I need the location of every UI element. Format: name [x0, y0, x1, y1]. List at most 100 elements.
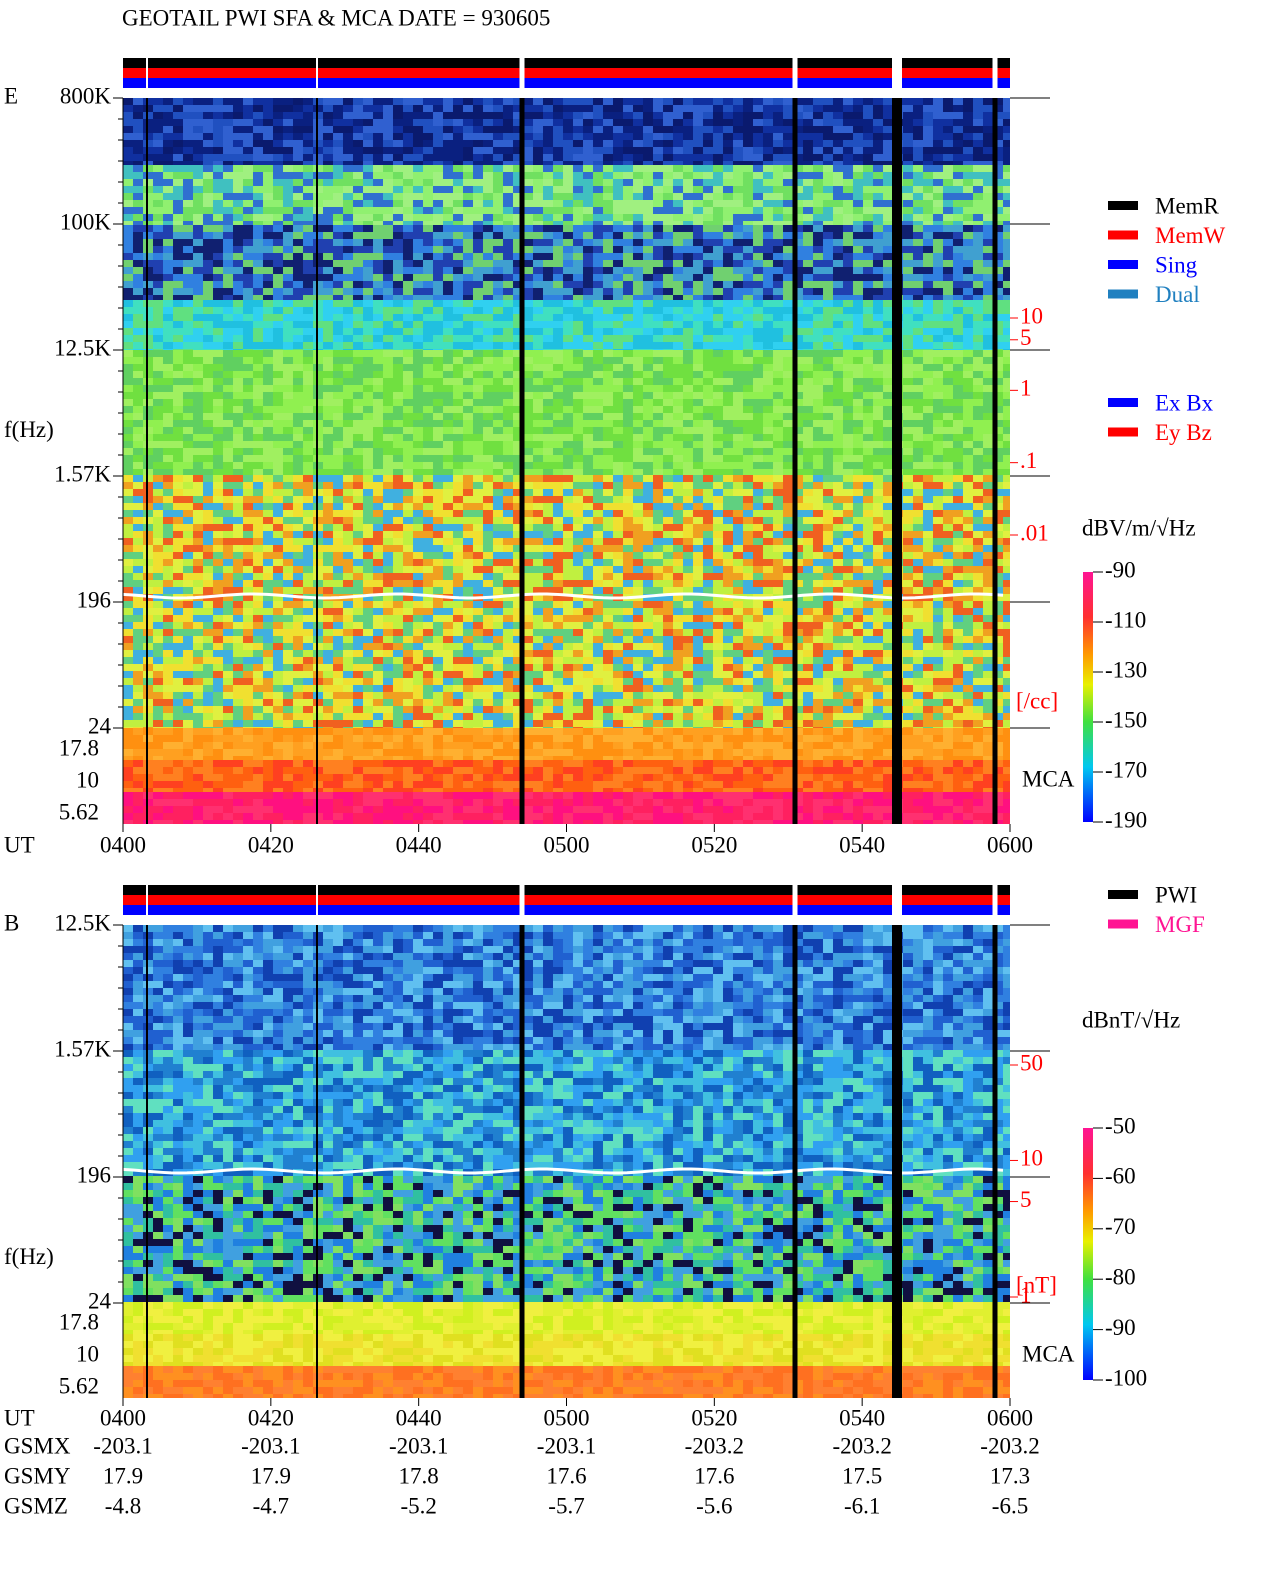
spectrogram-cell [493, 200, 503, 207]
spectrogram-cell [543, 342, 553, 349]
spectrogram-cell [803, 260, 813, 267]
spectrogram-cell [193, 427, 203, 434]
spectrogram-cell [653, 186, 663, 193]
spectrogram-cell [963, 253, 973, 260]
spectrogram-cell [343, 364, 353, 371]
spectrogram-cell [673, 307, 683, 314]
spectrogram-cell [923, 221, 933, 225]
spectrogram-cell [973, 281, 983, 288]
spectrogram-cell [223, 288, 233, 295]
spectrogram-cell [853, 357, 863, 364]
spectrogram-cell [603, 221, 613, 225]
spectrogram-cell [293, 214, 303, 221]
spectrogram-cell [383, 371, 393, 378]
spectrogram-cell [523, 469, 533, 475]
spectrogram-cell [783, 207, 793, 214]
spectrogram-cell [543, 126, 553, 133]
spectrogram-cell [323, 364, 333, 371]
spectrogram-cell [203, 112, 213, 119]
spectrogram-cell [423, 140, 433, 147]
spectrogram-cell [213, 267, 223, 274]
spectrogram-cell [663, 172, 673, 179]
spectrogram-cell [673, 349, 683, 350]
spectrogram-cell [273, 119, 283, 126]
spectrogram-cell [923, 105, 933, 112]
spectrogram-cell [453, 420, 463, 427]
spectrogram-cell [323, 221, 333, 225]
spectrogram-cell [813, 342, 823, 349]
spectrogram-cell [713, 342, 723, 349]
spectrogram-cell [293, 140, 303, 147]
spectrogram-cell [483, 385, 493, 392]
spectrogram-cell [533, 399, 543, 406]
spectrogram-cell [773, 441, 783, 448]
spectrogram-cell [273, 427, 283, 434]
spectrogram-cell [843, 133, 853, 140]
spectrogram-cell [633, 140, 643, 147]
spectrogram-cell [373, 161, 383, 165]
spectrogram-cell [973, 321, 983, 328]
spectrogram-cell [653, 246, 663, 253]
spectrogram-cell [713, 427, 723, 434]
spectrogram-cell [183, 349, 193, 350]
spectrogram-cell [183, 364, 193, 371]
spectrogram-cell [973, 200, 983, 207]
spectrogram-cell [263, 239, 273, 246]
spectrogram-cell [963, 288, 973, 295]
spectrogram-cell [393, 267, 403, 274]
spectrogram-cell [373, 357, 383, 364]
spectrogram-cell [223, 413, 233, 420]
spectrogram-cell [203, 469, 213, 475]
spectrogram-cell [323, 239, 333, 246]
spectrogram-cell [623, 133, 633, 140]
spectrogram-cell [843, 307, 853, 314]
spectrogram-cell [923, 112, 933, 119]
spectrogram-cell [903, 133, 913, 140]
spectrogram-cell [633, 172, 643, 179]
spectrogram-cell [733, 147, 743, 154]
spectrogram-cell [883, 214, 893, 221]
spectrogram-cell [233, 126, 243, 133]
spectrogram-cell [823, 126, 833, 133]
spectrogram-cell [513, 133, 523, 140]
spectrogram-cell [223, 260, 233, 267]
spectrogram-cell [203, 225, 213, 232]
spectrogram-cell [863, 441, 873, 448]
spectrogram-cell [713, 193, 723, 200]
spectrogram-cell [163, 371, 173, 378]
spectrogram-cell [493, 239, 503, 246]
spectrogram-cell [763, 225, 773, 232]
spectrogram-cell [503, 126, 513, 133]
spectrogram-cell [253, 420, 263, 427]
spectrogram-cell [763, 267, 773, 274]
spectrogram-cell [363, 225, 373, 232]
spectrogram-cell [603, 441, 613, 448]
spectrogram-cell [673, 420, 683, 427]
spectrogram-cell [473, 200, 483, 207]
spectrogram-cell [703, 469, 713, 475]
spectrogram-cell [493, 119, 503, 126]
spectrogram-cell [683, 179, 693, 186]
spectrogram-cell [773, 253, 783, 260]
spectrogram-cell [173, 140, 183, 147]
spectrogram-cell [423, 112, 433, 119]
spectrogram-cell [963, 378, 973, 385]
spectrogram-cell [333, 455, 343, 462]
spectrogram-cell [203, 200, 213, 207]
spectrogram-cell [763, 214, 773, 221]
spectrogram-cell [753, 448, 763, 455]
spectrogram-cell [293, 342, 303, 349]
spectrogram-cell [813, 364, 823, 371]
spectrogram-cell [1003, 274, 1010, 281]
spectrogram-cell [213, 392, 223, 399]
spectrogram-cell [733, 434, 743, 441]
spectrogram-cell [523, 260, 533, 267]
spectrogram-cell [183, 193, 193, 200]
spectrogram-cell [163, 281, 173, 288]
spectrogram-cell [603, 314, 613, 321]
spectrogram-cell [503, 448, 513, 455]
spectrogram-cell [993, 281, 1003, 288]
spectrogram-cell [203, 399, 213, 406]
spectrogram-cell [723, 172, 733, 179]
spectrogram-cell [453, 112, 463, 119]
